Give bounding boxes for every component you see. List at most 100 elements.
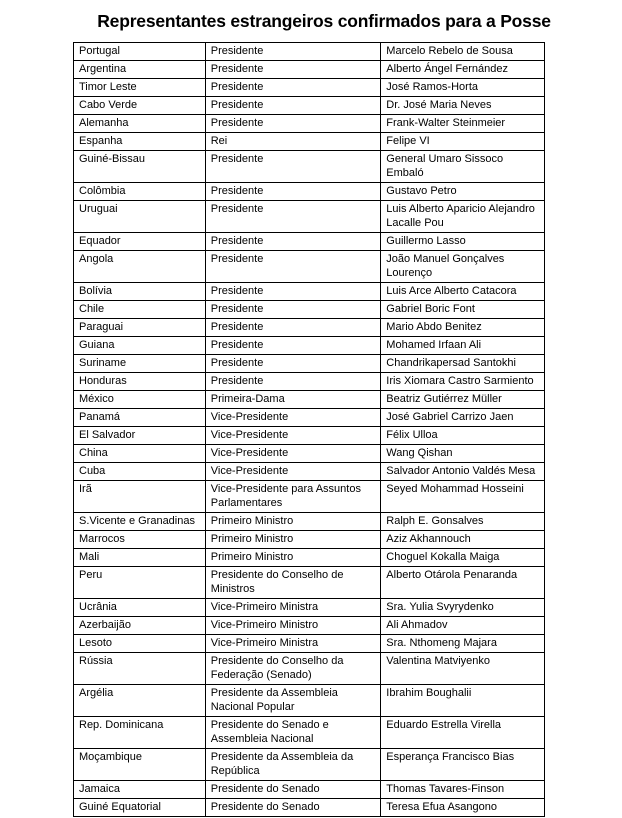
position-cell: Presidente bbox=[204, 60, 382, 79]
position-cell: Primeiro Ministro bbox=[204, 548, 382, 567]
position-cell: Presidente bbox=[204, 96, 382, 115]
name-cell: Choguel Kokalla Maiga bbox=[380, 548, 545, 567]
country-cell: Azerbaijão bbox=[73, 616, 206, 635]
name-cell: Ibrahim Boughalii bbox=[380, 684, 545, 717]
position-cell: Vice-Presidente bbox=[204, 408, 382, 427]
table-row: S.Vicente e Granadinas Primeiro Ministro R… bbox=[73, 512, 545, 531]
table-row: El Salvador Vice-Presidente Félix Ulloa bbox=[73, 426, 545, 445]
country-cell: Chile bbox=[73, 300, 206, 319]
position-cell: Presidente do Senado bbox=[204, 798, 382, 817]
country-cell: S.Vicente e Granadinas bbox=[73, 512, 206, 531]
table-row: Suriname Presidente Chandrikapersad Santok… bbox=[73, 354, 545, 373]
position-cell: Primeiro Ministro bbox=[204, 512, 382, 531]
table-row: Chile Presidente Gabriel Boric Font bbox=[73, 300, 545, 319]
country-cell: Bolívia bbox=[73, 282, 206, 301]
country-cell: Uruguai bbox=[73, 200, 206, 233]
position-cell: Presidente bbox=[204, 282, 382, 301]
name-cell: Gustavo Petro bbox=[380, 182, 545, 201]
position-cell: Presidente da Assembleia da República bbox=[204, 748, 382, 781]
position-cell: Presidente do Senado e Assembleia Nacion… bbox=[204, 716, 382, 749]
position-cell: Presidente do Conselho de Ministros bbox=[204, 566, 382, 599]
country-cell: Colômbia bbox=[73, 182, 206, 201]
name-cell: Félix Ulloa bbox=[380, 426, 545, 445]
country-cell: México bbox=[73, 390, 206, 409]
position-cell: Presidente bbox=[204, 182, 382, 201]
country-cell: Guiné-Bissau bbox=[73, 150, 206, 183]
table-row: Rússia Presidente do Conselho da Federaçã… bbox=[73, 652, 545, 685]
position-cell: Presidente do Senado bbox=[204, 780, 382, 799]
name-cell: Teresa Efua Asangono bbox=[380, 798, 545, 817]
name-cell: Ralph E. Gonsalves bbox=[380, 512, 545, 531]
position-cell: Primeira-Dama bbox=[204, 390, 382, 409]
name-cell: João Manuel Gonçalves Lourenço bbox=[380, 250, 545, 283]
name-cell: Aziz Akhannouch bbox=[380, 530, 545, 549]
name-cell: Beatriz Gutiérrez Müller bbox=[380, 390, 545, 409]
name-cell: Alberto Otárola Penaranda bbox=[380, 566, 545, 599]
country-cell: Suriname bbox=[73, 354, 206, 373]
country-cell: Angola bbox=[73, 250, 206, 283]
country-cell: Honduras bbox=[73, 372, 206, 391]
country-cell: El Salvador bbox=[73, 426, 206, 445]
name-cell: Alberto Ángel Fernández bbox=[380, 60, 545, 79]
position-cell: Vice-Primeiro Ministra bbox=[204, 598, 382, 617]
name-cell: José Ramos-Horta bbox=[380, 78, 545, 97]
position-cell: Vice-Presidente bbox=[204, 444, 382, 463]
name-cell: Mario Abdo Benitez bbox=[380, 318, 545, 337]
country-cell: Argentina bbox=[73, 60, 206, 79]
name-cell: Luis Arce Alberto Catacora bbox=[380, 282, 545, 301]
country-cell: Irã bbox=[73, 480, 206, 513]
position-cell: Vice-Presidente bbox=[204, 426, 382, 445]
table-row: Alemanha Presidente Frank-Walter Steinmeie… bbox=[73, 114, 545, 133]
name-cell: Guillermo Lasso bbox=[380, 232, 545, 251]
table-row: Cuba Vice-Presidente Salvador Antonio Vald… bbox=[73, 462, 545, 481]
table-row: Honduras Presidente Iris Xiomara Castro Sa… bbox=[73, 372, 545, 391]
country-cell: Marrocos bbox=[73, 530, 206, 549]
table-row: Peru Presidente do Conselho de Ministros A… bbox=[73, 566, 545, 599]
country-cell: Moçambique bbox=[73, 748, 206, 781]
name-cell: Felipe VI bbox=[380, 132, 545, 151]
table-row: Portugal Presidente Marcelo Rebelo de Sous… bbox=[73, 42, 545, 61]
table-row: Moçambique Presidente da Assembleia da Re… bbox=[73, 748, 545, 781]
position-cell: Presidente do Conselho da Federação (Sen… bbox=[204, 652, 382, 685]
position-cell: Presidente bbox=[204, 42, 382, 61]
name-cell: General Umaro Sissoco Embaló bbox=[380, 150, 545, 183]
position-cell: Vice-Primeiro Ministro bbox=[204, 616, 382, 635]
table-row: Cabo Verde Presidente Dr. José Maria Neves bbox=[73, 96, 545, 115]
table-row: Panamá Vice-Presidente José Gabriel Carriz… bbox=[73, 408, 545, 427]
country-cell: Jamaica bbox=[73, 780, 206, 799]
table-row: Espanha Rei Felipe VI bbox=[73, 132, 545, 151]
position-cell: Vice-Primeiro Ministra bbox=[204, 634, 382, 653]
name-cell: Gabriel Boric Font bbox=[380, 300, 545, 319]
country-cell: Portugal bbox=[73, 42, 206, 61]
position-cell: Presidente bbox=[204, 250, 382, 283]
position-cell: Presidente bbox=[204, 336, 382, 355]
country-cell: Rep. Dominicana bbox=[73, 716, 206, 749]
table-row: Equador Presidente Guillermo Lasso bbox=[73, 232, 545, 251]
name-cell: Eduardo Estrella Virella bbox=[380, 716, 545, 749]
table-row: Guiné-Bissau Presidente General Umaro Siss… bbox=[73, 150, 545, 183]
representatives-table: Portugal Presidente Marcelo Rebelo de Sous… bbox=[73, 42, 545, 817]
position-cell: Presidente bbox=[204, 200, 382, 233]
table-row: Lesoto Vice-Primeiro Ministra Sra. Nthomen… bbox=[73, 634, 545, 653]
country-cell: China bbox=[73, 444, 206, 463]
name-cell: Dr. José Maria Neves bbox=[380, 96, 545, 115]
name-cell: Frank-Walter Steinmeier bbox=[380, 114, 545, 133]
position-cell: Presidente bbox=[204, 232, 382, 251]
name-cell: Sra. Nthomeng Majara bbox=[380, 634, 545, 653]
table-row: Paraguai Presidente Mario Abdo Benitez bbox=[73, 318, 545, 337]
country-cell: Equador bbox=[73, 232, 206, 251]
position-cell: Presidente bbox=[204, 78, 382, 97]
table-row: Ucrânia Vice-Primeiro Ministra Sra. Yulia … bbox=[73, 598, 545, 617]
table-row: Argélia Presidente da Assembleia Nacional… bbox=[73, 684, 545, 717]
name-cell: Iris Xiomara Castro Sarmiento bbox=[380, 372, 545, 391]
name-cell: Ali Ahmadov bbox=[380, 616, 545, 635]
name-cell: Seyed Mohammad Hosseini bbox=[380, 480, 545, 513]
table-row: Rep. Dominicana Presidente do Senado e As… bbox=[73, 716, 545, 749]
position-cell: Presidente bbox=[204, 114, 382, 133]
country-cell: Ucrânia bbox=[73, 598, 206, 617]
name-cell: Sra. Yulia Svyrydenko bbox=[380, 598, 545, 617]
table-row: Marrocos Primeiro Ministro Aziz Akhannouch bbox=[73, 530, 545, 549]
table-row: Jamaica Presidente do Senado Thomas Tavare… bbox=[73, 780, 545, 799]
table-row: China Vice-Presidente Wang Qishan bbox=[73, 444, 545, 463]
country-cell: Espanha bbox=[73, 132, 206, 151]
